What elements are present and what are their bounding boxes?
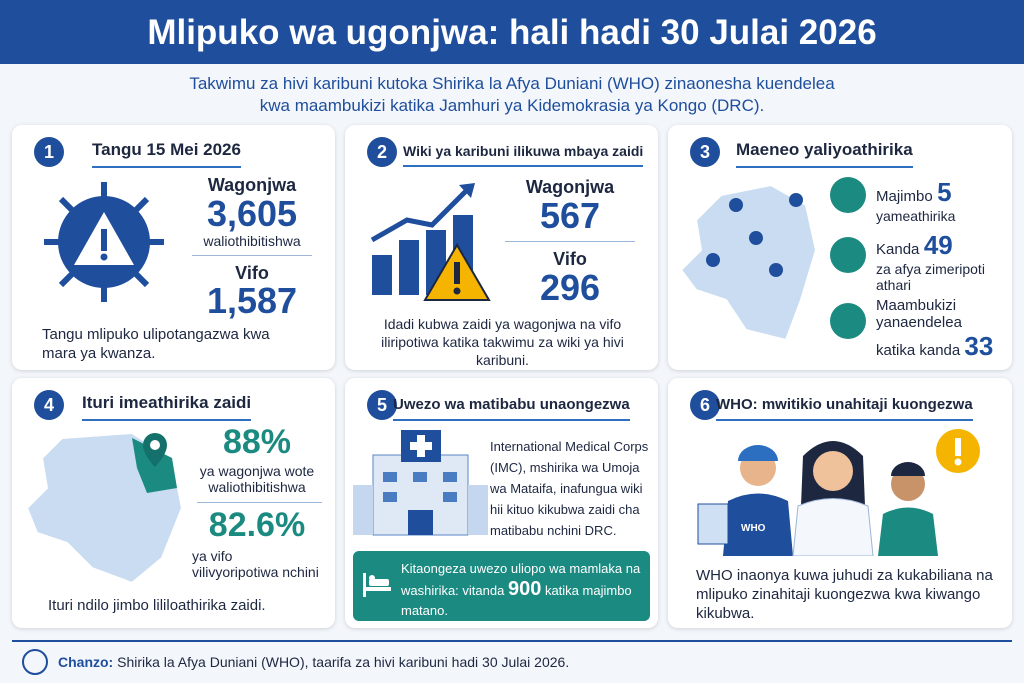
- label: Wagonjwa: [525, 177, 615, 197]
- subtitle: Takwimu za hivi karibuni kutoka Shirika …: [189, 74, 835, 93]
- label: ya wagonjwa wote waliothibitishwa: [199, 463, 315, 495]
- icon: [830, 303, 866, 339]
- divider: [192, 255, 312, 256]
- value: 33: [964, 331, 994, 361]
- footer-rule: [12, 640, 1012, 642]
- value: 296: [539, 267, 601, 308]
- bed-icon: [363, 573, 391, 597]
- people-illustration: WHO: [697, 429, 980, 556]
- icon: [830, 177, 866, 213]
- note: Idadi kubwa zaidi ya wagonjwa na vifo il…: [381, 316, 624, 368]
- note: Ituri ndilo jimbo lililoathirika zaidi.: [48, 597, 266, 614]
- value: 567: [539, 195, 601, 236]
- badge: 1: [34, 137, 64, 167]
- label: Maambukizi yanaendelea katika kanda: [876, 297, 962, 359]
- map: [679, 183, 818, 342]
- divider: [505, 241, 635, 242]
- badge: 3: [690, 137, 720, 167]
- card-title: Ituri imeathirika zaidi: [82, 393, 252, 421]
- label: ya vifo vilivyoripotiwa nchini: [192, 548, 319, 580]
- footer: Chanzo: Shirika la Afya Duniani (WHO), t…: [58, 654, 569, 670]
- item: Majimbo 5 yameathirika: [876, 177, 1001, 224]
- label: Vifo: [553, 249, 587, 269]
- label: za afya zimeripoti athari: [876, 261, 985, 293]
- value: 1,587: [206, 280, 298, 321]
- card: 2 Wiki ya karibuni ilikuwa mbaya zaidi W…: [345, 125, 658, 370]
- value: 49: [923, 230, 953, 260]
- box-text: Kitaongeza uwezo uliopo wa mamlaka na wa…: [401, 559, 641, 621]
- card-title: Maeneo yaliyoathirika: [736, 140, 913, 168]
- label: Vifo: [235, 263, 269, 283]
- card: 6 WHO: mwitikio unahitaji kuongezwa WHO …: [668, 378, 1012, 628]
- badge: 4: [34, 390, 64, 420]
- source-text: Shirika la Afya Duniani (WHO), taarifa z…: [117, 654, 570, 670]
- item: Kanda 49 za afya zimeripoti athari: [876, 230, 1001, 293]
- label: Wagonjwa: [207, 175, 297, 195]
- chart-icon: [370, 183, 491, 301]
- subtitle: kwa maambukizi katika Jamhuri ya Kidemok…: [259, 96, 765, 115]
- map: [25, 431, 184, 585]
- label: Kanda: [876, 241, 920, 258]
- source-label: Chanzo:: [58, 654, 114, 670]
- badge: 6: [690, 390, 720, 420]
- highlight-box: Kitaongeza uwezo uliopo wa mamlaka na wa…: [353, 551, 650, 621]
- card: 3 Maeneo yaliyoathirika Majimbo 5 yameath…: [668, 125, 1012, 370]
- value: 82.6%: [208, 506, 306, 544]
- virus-icon: [44, 182, 164, 302]
- source-icon: [22, 649, 48, 675]
- card: 5 Uwezo wa matibabu unaongezwa Internati…: [345, 378, 658, 628]
- text: katika majimbo matano.: [401, 583, 632, 618]
- hospital-icon: [353, 430, 488, 536]
- badge: 2: [367, 137, 397, 167]
- card-title: Wiki ya karibuni ilikuwa mbaya zaidi: [403, 143, 644, 167]
- badge: 5: [367, 390, 397, 420]
- title: Mlipuko wa ugonjwa: hali hadi 30 Julai 2…: [0, 0, 1024, 64]
- card-title: WHO: mwitikio unahitaji kuongezwa: [716, 396, 973, 421]
- label: Majimbo: [876, 188, 933, 205]
- value: 88%: [222, 423, 292, 461]
- value: 900: [507, 578, 542, 600]
- label: yameathirika: [876, 208, 956, 224]
- item: Maambukizi yanaendelea katika kanda 33: [876, 297, 1001, 362]
- value: 5: [937, 177, 952, 207]
- vest-label: WHO: [741, 523, 766, 534]
- card: 4 Ituri imeathirika zaidi 88% ya wagonjw…: [12, 378, 335, 628]
- label: waliothibitishwa: [203, 233, 301, 249]
- text: Kitaongeza uwezo uliopo wa mamlaka na wa…: [401, 561, 641, 598]
- card: 1 Tangu 15 Mei 2026 Wagonjwa 3,605 walio…: [12, 125, 335, 370]
- value: 3,605: [206, 193, 298, 234]
- card-title: Tangu 15 Mei 2026: [92, 140, 241, 168]
- note: WHO inaonya kuwa juhudi za kukabiliana n…: [696, 567, 993, 622]
- note: Tangu mlipuko ulipotangazwa kwa mara ya …: [42, 326, 270, 362]
- card-title: Uwezo wa matibabu unaongezwa: [393, 396, 630, 421]
- text: International Medical Corps (IMC), mshir…: [490, 439, 649, 538]
- divider: [197, 502, 322, 503]
- icon: [830, 237, 866, 273]
